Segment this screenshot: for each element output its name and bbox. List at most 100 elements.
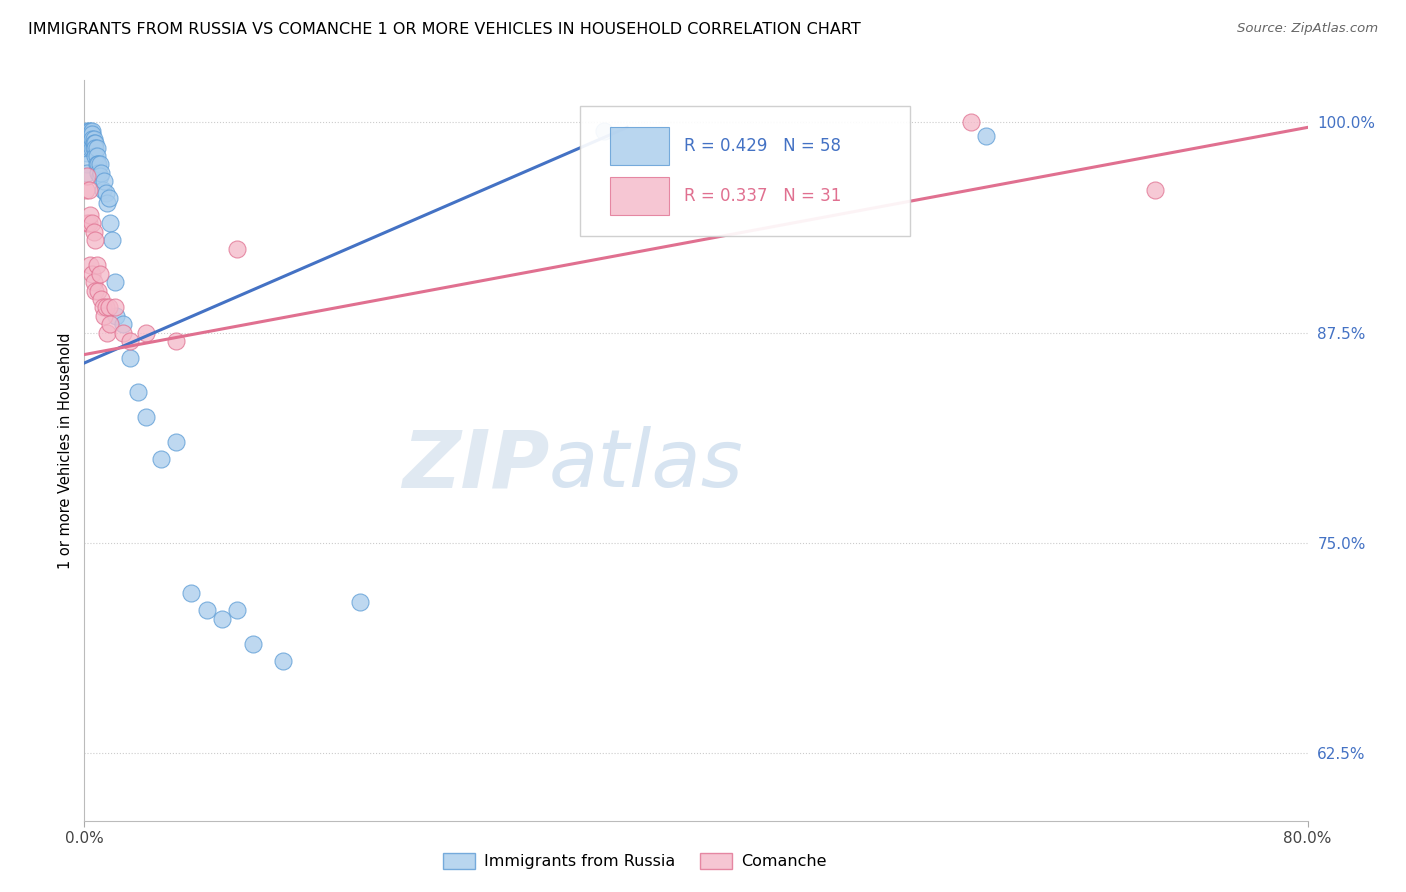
Point [76, 140, 98, 154]
Point [94, 301, 117, 315]
Point [79, 258, 101, 272]
Point [149, 451, 172, 466]
Text: Source: ZipAtlas.com: Source: ZipAtlas.com [1237, 22, 1378, 36]
Point [87, 166, 110, 180]
Point [1143, 183, 1166, 197]
Point [120, 351, 142, 365]
Point [84, 136, 107, 150]
Point [79, 127, 101, 141]
Point [77, 136, 100, 150]
Point [91, 301, 114, 315]
Text: IMMIGRANTS FROM RUSSIA VS COMANCHE 1 OR MORE VEHICLES IN HOUSEHOLD CORRELATION C: IMMIGRANTS FROM RUSSIA VS COMANCHE 1 OR … [28, 22, 860, 37]
Point [89, 157, 111, 171]
FancyBboxPatch shape [579, 106, 910, 235]
FancyBboxPatch shape [610, 177, 669, 215]
Point [135, 409, 157, 424]
Point [165, 334, 187, 348]
Point [77, 132, 100, 146]
Point [195, 603, 218, 617]
Point [84, 149, 107, 163]
Point [75, 136, 97, 150]
Text: R = 0.337   N = 31: R = 0.337 N = 31 [683, 186, 841, 205]
Point [76, 132, 98, 146]
Point [83, 136, 105, 150]
Point [135, 326, 157, 340]
Point [98, 216, 121, 230]
Point [226, 603, 249, 617]
Point [960, 115, 983, 129]
Point [83, 132, 105, 146]
Point [242, 637, 264, 651]
Point [77, 124, 100, 138]
Point [87, 157, 110, 171]
Point [90, 166, 112, 180]
Point [77, 183, 100, 197]
Point [101, 233, 124, 247]
Point [86, 258, 108, 272]
Point [80, 127, 103, 141]
Point [84, 284, 107, 298]
Point [75, 183, 97, 197]
Point [271, 654, 294, 668]
Point [211, 612, 233, 626]
Point [80, 140, 103, 154]
Point [76, 166, 98, 180]
Point [76, 145, 98, 160]
Text: atlas: atlas [550, 426, 744, 504]
Point [97, 191, 120, 205]
Point [165, 435, 187, 450]
Point [111, 326, 134, 340]
Point [349, 595, 371, 609]
Point [75, 140, 97, 154]
Point [97, 301, 120, 315]
Point [96, 326, 118, 340]
Point [79, 208, 101, 222]
Point [104, 301, 127, 315]
Point [111, 318, 134, 332]
Point [98, 318, 121, 332]
Point [77, 127, 100, 141]
Point [93, 174, 115, 188]
Point [84, 233, 107, 247]
Point [91, 183, 114, 197]
Point [75, 124, 97, 138]
Point [83, 225, 105, 239]
Point [89, 267, 111, 281]
Point [226, 242, 249, 256]
Point [79, 140, 101, 154]
Point [79, 124, 101, 138]
Point [89, 169, 111, 184]
Point [80, 267, 103, 281]
Point [93, 309, 115, 323]
Y-axis label: 1 or more Vehicles in Household: 1 or more Vehicles in Household [58, 332, 73, 569]
Point [104, 275, 127, 289]
Point [84, 140, 107, 154]
Point [120, 334, 142, 348]
Point [80, 132, 103, 146]
Point [77, 216, 100, 230]
Point [76, 157, 98, 171]
Point [180, 586, 202, 600]
Point [83, 140, 105, 154]
Point [86, 140, 108, 154]
Point [90, 292, 112, 306]
Point [80, 216, 103, 230]
Text: ZIP: ZIP [402, 426, 550, 504]
Point [83, 275, 105, 289]
Point [94, 186, 117, 200]
Point [76, 216, 98, 230]
Point [96, 196, 118, 211]
Point [86, 157, 108, 171]
Text: R = 0.429   N = 58: R = 0.429 N = 58 [683, 137, 841, 155]
FancyBboxPatch shape [610, 127, 669, 165]
Point [593, 124, 616, 138]
Point [86, 149, 108, 163]
Legend: Immigrants from Russia, Comanche: Immigrants from Russia, Comanche [436, 847, 834, 876]
Point [976, 128, 998, 143]
Point [80, 124, 103, 138]
Point [87, 284, 110, 298]
Point [127, 384, 149, 399]
Point [76, 169, 98, 184]
Point [79, 132, 101, 146]
Point [105, 309, 128, 323]
